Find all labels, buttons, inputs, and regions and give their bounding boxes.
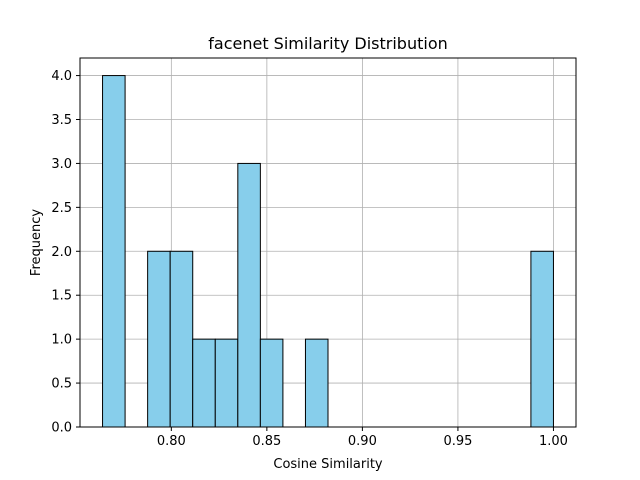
- plot-frame: [79, 57, 577, 428]
- histogram-bar: [304, 338, 329, 428]
- x-axis-ticks: 0.80 0.85 0.90 0.95 1.00: [157, 427, 568, 449]
- histogram-bar: [169, 250, 194, 428]
- x-tick-label: 0.90: [348, 434, 377, 449]
- histogram-bar: [259, 338, 284, 428]
- x-tick-label: 1.00: [539, 434, 568, 449]
- histogram-bar: [102, 75, 126, 428]
- chart-title: facenet Similarity Distribution: [208, 34, 448, 53]
- y-tick-label: 0.5: [51, 377, 72, 392]
- histogram-bar: [214, 338, 239, 428]
- y-tick-label: 4.0: [51, 69, 72, 84]
- histogram-bar: [237, 162, 261, 428]
- x-axis-label: Cosine Similarity: [273, 457, 383, 472]
- y-tick-label: 1.0: [51, 333, 72, 348]
- histogram-bar: [530, 250, 554, 428]
- y-tick-label: 2.5: [51, 201, 72, 216]
- x-tick-label: 0.95: [443, 434, 472, 449]
- histogram-bar: [147, 250, 171, 428]
- x-tick-label: 0.80: [157, 434, 186, 449]
- histogram-bar: [192, 338, 216, 428]
- y-tick-label: 0.0: [51, 421, 72, 436]
- y-axis-ticks: 0.0 0.5 1.0 1.5 2.0 2.5 3.0 3.5 4.0: [51, 69, 80, 436]
- y-axis-label: Frequency: [29, 209, 44, 276]
- y-tick-label: 3.5: [51, 113, 72, 128]
- y-tick-label: 2.0: [51, 245, 72, 260]
- y-tick-label: 3.0: [51, 157, 72, 172]
- y-tick-label: 1.5: [51, 289, 72, 304]
- x-tick-label: 0.85: [252, 434, 281, 449]
